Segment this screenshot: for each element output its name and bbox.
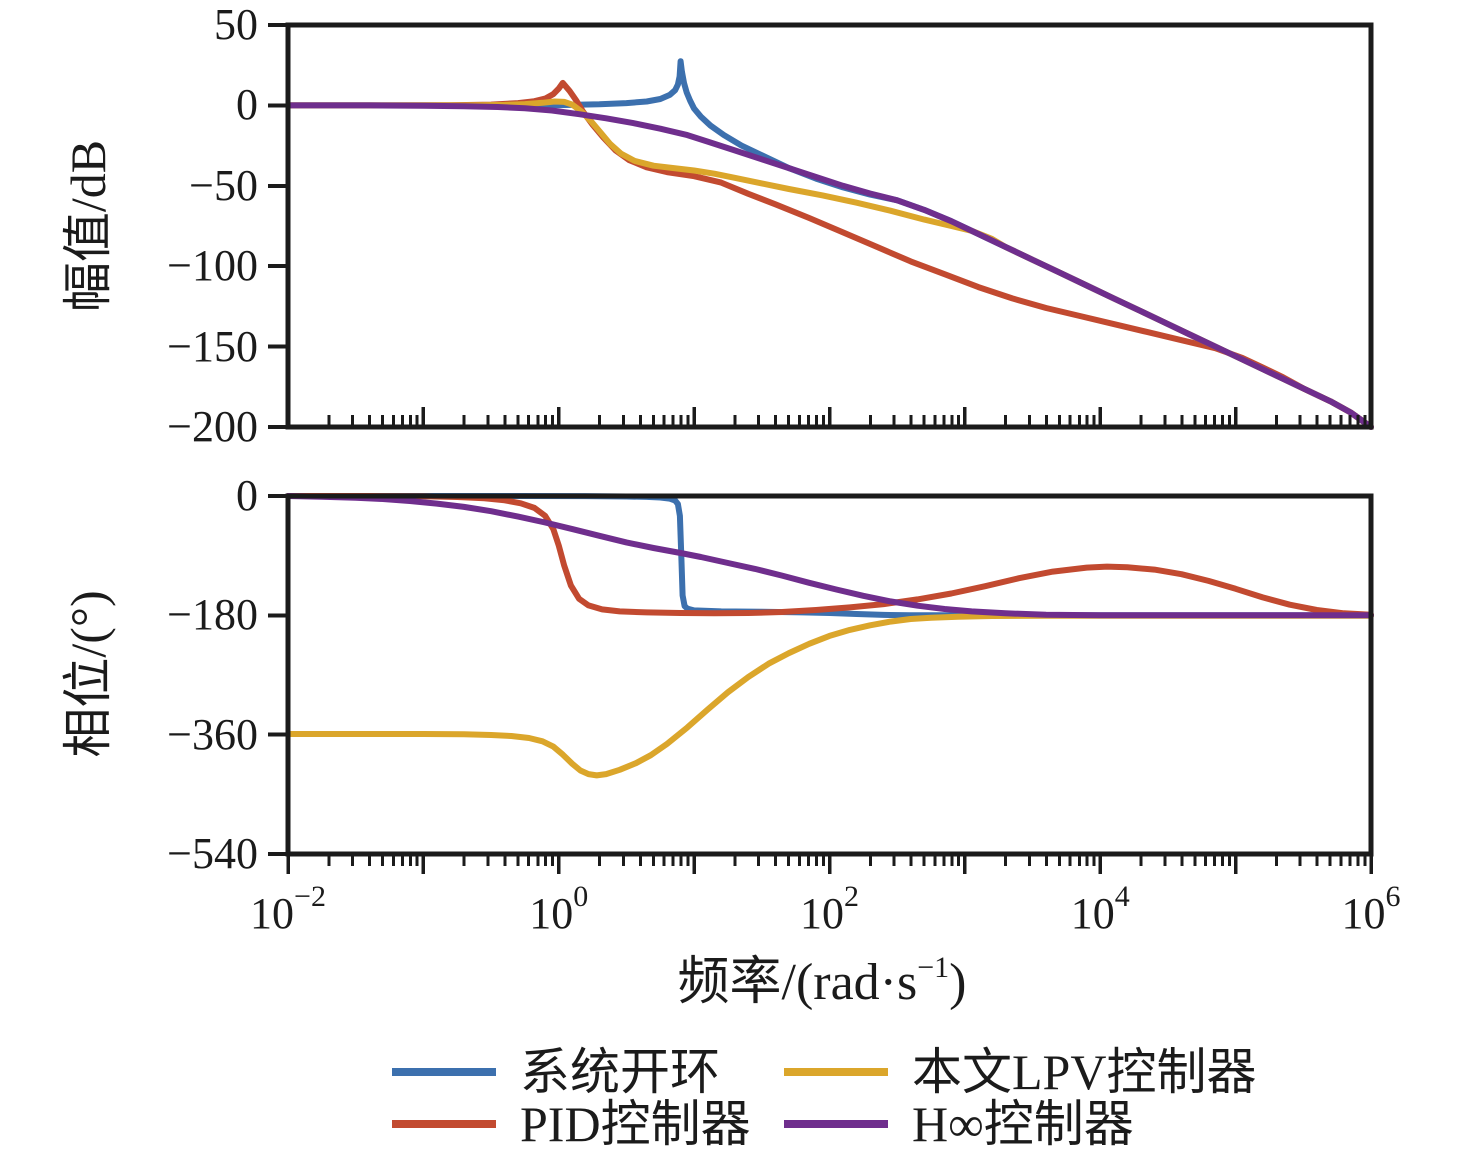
x-tick-label: 102 [800,880,859,938]
phase-axis-title: 相位/(°) [60,590,116,758]
series-curve-3 [285,102,1374,430]
frequency-axis-title-suffix: ) [949,954,967,1011]
legend-label-lpv-controller: 本文LPV控制器 [912,1044,1257,1100]
y-tick-label: −540 [167,829,258,878]
x-tick-label: 104 [1070,880,1130,938]
y-tick-label: −200 [167,402,258,451]
frequency-axis-title: 频率/(rad·s−1) [678,938,967,1013]
lpv-controller-line-swatch [784,1068,888,1076]
legend-label-pid-controller: PID控制器 [520,1096,751,1152]
magnitude-axis-title: 幅值/dB [60,139,116,313]
y-tick-label: −150 [167,321,258,371]
frequency-axis-title-text: 频率/(rad·s [677,954,918,1011]
y-tick-label: 0 [236,80,258,130]
x-tick-label: 100 [529,880,589,938]
legend-label-open-loop: 系统开环 [520,1044,720,1100]
legend-item-open-loop: 系统开环 [392,1042,720,1102]
legend-item-lpv-controller: 本文LPV控制器 [784,1042,1256,1102]
plot-frame [285,493,1374,857]
series-curve-0 [285,493,1374,619]
series-curve-1 [285,79,1374,430]
x-tick-label: 10−2 [250,880,326,938]
frequency-axis-title-exponent: −1 [917,951,950,984]
series-curve-1 [285,493,1374,618]
legend-item-hinf-controller: H∞控制器 [784,1094,1134,1154]
legend-item-pid-controller: PID控制器 [392,1094,751,1154]
y-tick-label: 0 [236,471,258,520]
hinf-controller-line-swatch [784,1120,888,1128]
y-tick-label: 50 [214,0,258,49]
y-tick-label: −50 [189,160,258,210]
x-tick-label: 106 [1341,880,1401,938]
y-tick-label: −100 [167,241,258,291]
legend-label-hinf-controller: H∞控制器 [912,1096,1134,1152]
y-tick-label: −180 [167,590,258,640]
series-curve-0 [285,58,1374,430]
series-curve-2 [285,612,1374,779]
series-curve-3 [285,493,1374,619]
y-tick-label: −360 [167,709,258,759]
open-loop-line-swatch [392,1068,496,1076]
series-curve-2 [285,98,1374,430]
pid-controller-line-swatch [392,1120,496,1128]
